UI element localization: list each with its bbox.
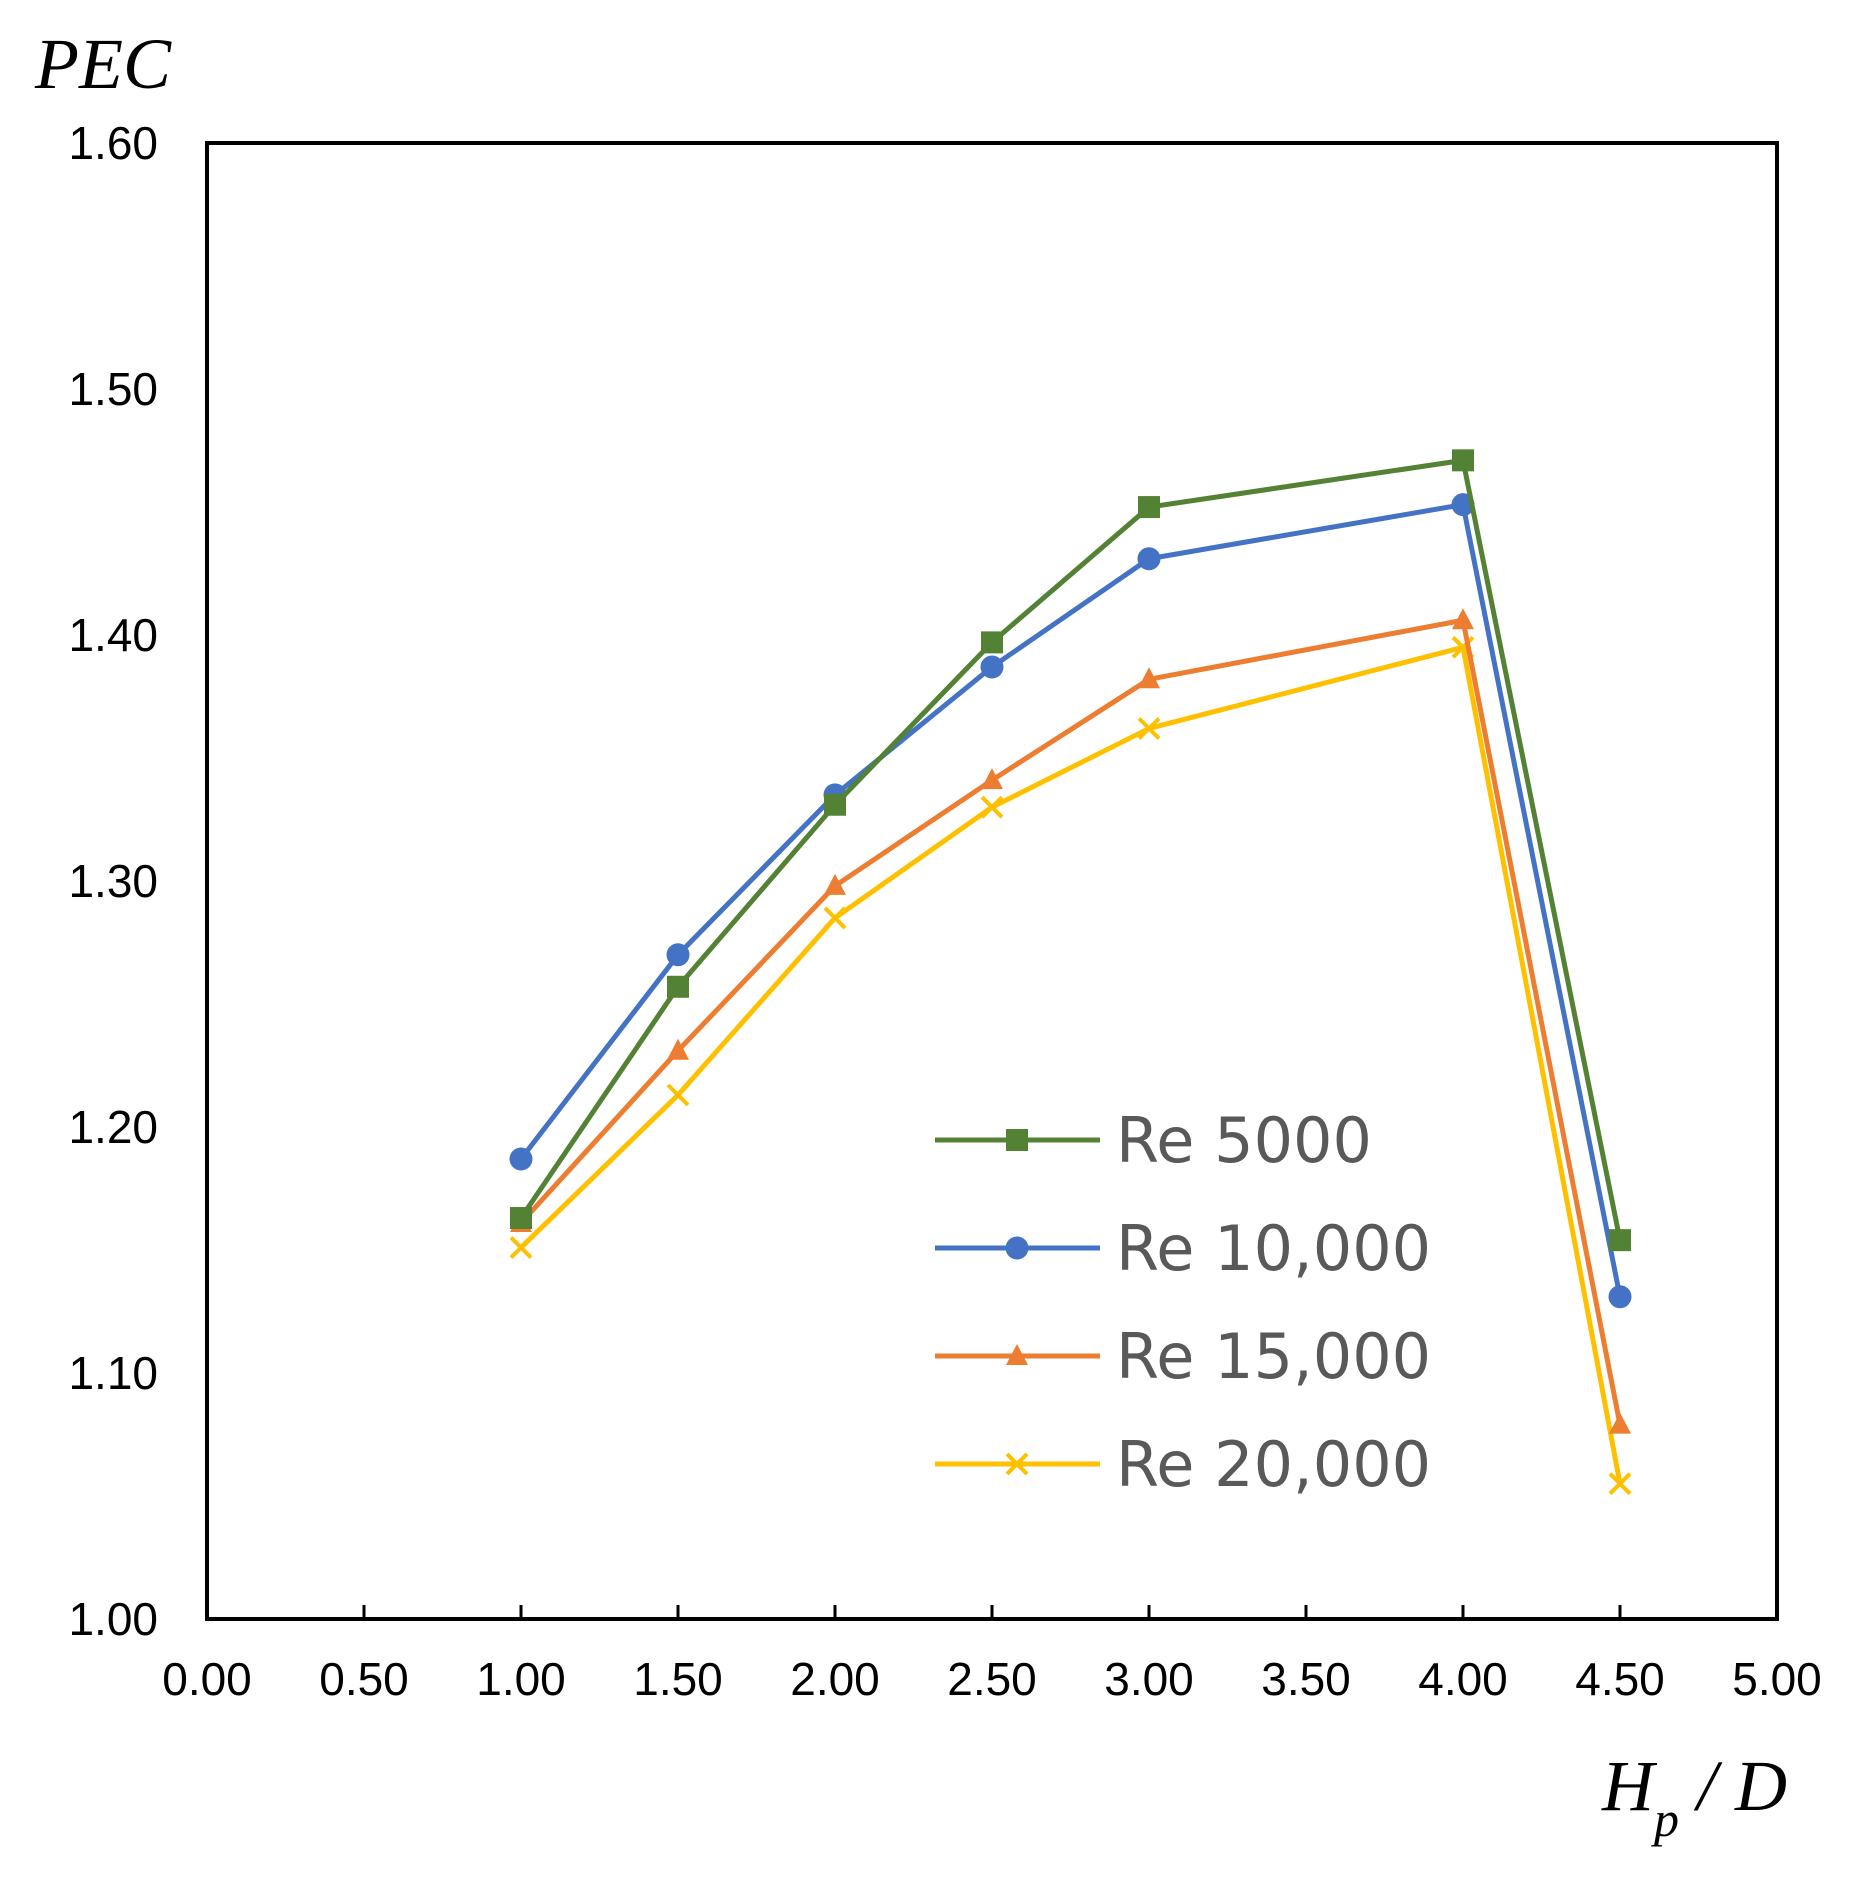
- series-1: [510, 449, 1631, 1252]
- y-tick-label-1.50: 1.50: [68, 363, 158, 415]
- y-tick-label-1.10: 1.10: [68, 1347, 158, 1399]
- series-4-point-1: [509, 1236, 533, 1259]
- series-4-point-2: [666, 1083, 690, 1107]
- x-tick-marks: [362, 1605, 1622, 1619]
- series-1-point-1: [510, 1207, 532, 1230]
- series-2-point-1: [509, 1147, 533, 1171]
- series-4: [509, 635, 1632, 1496]
- series-4-point-3-stroke-b: [823, 906, 847, 930]
- legend-label-4: Re 20,000: [1116, 1428, 1431, 1501]
- series-1-point-3: [824, 793, 846, 816]
- legend-item-1: Re 5000: [935, 1104, 1372, 1177]
- x-tick-label-2.50: 2.50: [947, 1653, 1037, 1705]
- series-3-line: [519, 617, 1623, 1426]
- x-axis-title-rest: / D: [1679, 1746, 1787, 1826]
- x-tick-label-0.50: 0.50: [319, 1653, 409, 1705]
- plot-area-frame: [205, 141, 1779, 1621]
- x-tick-label-3.00: 3.00: [1104, 1653, 1194, 1705]
- series-3-point-5: [1138, 667, 1160, 689]
- x-tick-label-1.00: 1.00: [476, 1653, 566, 1705]
- y-axis-title: PEC: [34, 24, 172, 104]
- x-axis-title-sub: p: [1651, 1791, 1679, 1847]
- series-4-point-2-stroke-b: [666, 1083, 690, 1107]
- series-4-point-4: [980, 795, 1004, 819]
- series-3-point-2: [667, 1038, 689, 1060]
- series-4-point-6-stroke-b: [1451, 635, 1475, 659]
- series-1-point-4: [981, 631, 1003, 654]
- series-4-point-7-stroke-b: [1608, 1472, 1632, 1496]
- legend-marker-4-stroke-b: [1005, 1452, 1029, 1476]
- series-1-point-6: [1452, 449, 1474, 472]
- x-tick-label-1.50: 1.50: [633, 1653, 723, 1705]
- y-tick-labels: 1.00 1.10 1.20 1.30 1.40 1.50 1.60: [68, 117, 158, 1645]
- series-2: [509, 493, 1632, 1309]
- y-tick-label-1.30: 1.30: [68, 855, 158, 907]
- legend: Re 5000 Re 10,000 Re 15,000 Re 20,000: [935, 1104, 1431, 1501]
- series-4-point-1-stroke-b: [509, 1236, 533, 1259]
- series-3-point-4: [981, 768, 1003, 790]
- legend-label-1: Re 5000: [1116, 1104, 1372, 1177]
- series-2-point-2: [666, 943, 690, 967]
- y-tick-label-1.60: 1.60: [68, 117, 158, 169]
- legend-item-3: Re 15,000: [935, 1320, 1431, 1393]
- series-2-point-4: [980, 655, 1004, 679]
- series-4-point-7: [1608, 1472, 1632, 1496]
- series-3: [510, 608, 1631, 1434]
- legend-marker-3: [1006, 1344, 1028, 1365]
- series-layer: [509, 449, 1632, 1496]
- y-tick-label-1.20: 1.20: [68, 1101, 158, 1153]
- x-axis-title-main: H: [1601, 1746, 1658, 1826]
- legend-marker-1: [1006, 1129, 1028, 1151]
- x-tick-label-0.00: 0.00: [162, 1653, 252, 1705]
- legend-label-3: Re 15,000: [1116, 1320, 1431, 1393]
- series-1-point-5: [1138, 496, 1160, 519]
- legend-label-2: Re 10,000: [1116, 1212, 1431, 1285]
- series-3-point-6: [1452, 608, 1474, 630]
- series-1-point-2: [667, 975, 689, 998]
- x-tick-label-3.50: 3.50: [1261, 1653, 1351, 1705]
- legend-marker-4: [1005, 1452, 1029, 1476]
- x-axis-title: Hp / D: [1601, 1746, 1787, 1847]
- legend-marker-2: [1005, 1236, 1029, 1260]
- x-tick-label-5.00: 5.00: [1732, 1653, 1822, 1705]
- series-4-point-5: [1137, 717, 1161, 740]
- legend-item-4: Re 20,000: [935, 1428, 1431, 1501]
- x-tick-label-2.00: 2.00: [790, 1653, 880, 1705]
- series-2-point-7: [1608, 1285, 1632, 1309]
- series-3-point-3: [824, 873, 846, 895]
- legend-item-2: Re 10,000: [935, 1212, 1431, 1285]
- x-tick-labels: 0.00 0.50 1.00 1.50 2.00 2.50 3.00 3.50 4.00 4.50…: [162, 1653, 1822, 1705]
- series-4-point-4-stroke-b: [980, 795, 1004, 819]
- series-1-point-7: [1609, 1229, 1631, 1252]
- series-3-point-7: [1609, 1412, 1631, 1434]
- series-2-point-5: [1137, 547, 1161, 571]
- y-tick-label-1.00: 1.00: [68, 1593, 158, 1645]
- y-tick-label-1.40: 1.40: [68, 609, 158, 661]
- x-tick-label-4.50: 4.50: [1575, 1653, 1665, 1705]
- series-4-point-3: [823, 906, 847, 930]
- series-4-point-5-stroke-b: [1137, 717, 1161, 740]
- x-tick-label-4.00: 4.00: [1418, 1653, 1508, 1705]
- series-1-line: [518, 457, 1623, 1241]
